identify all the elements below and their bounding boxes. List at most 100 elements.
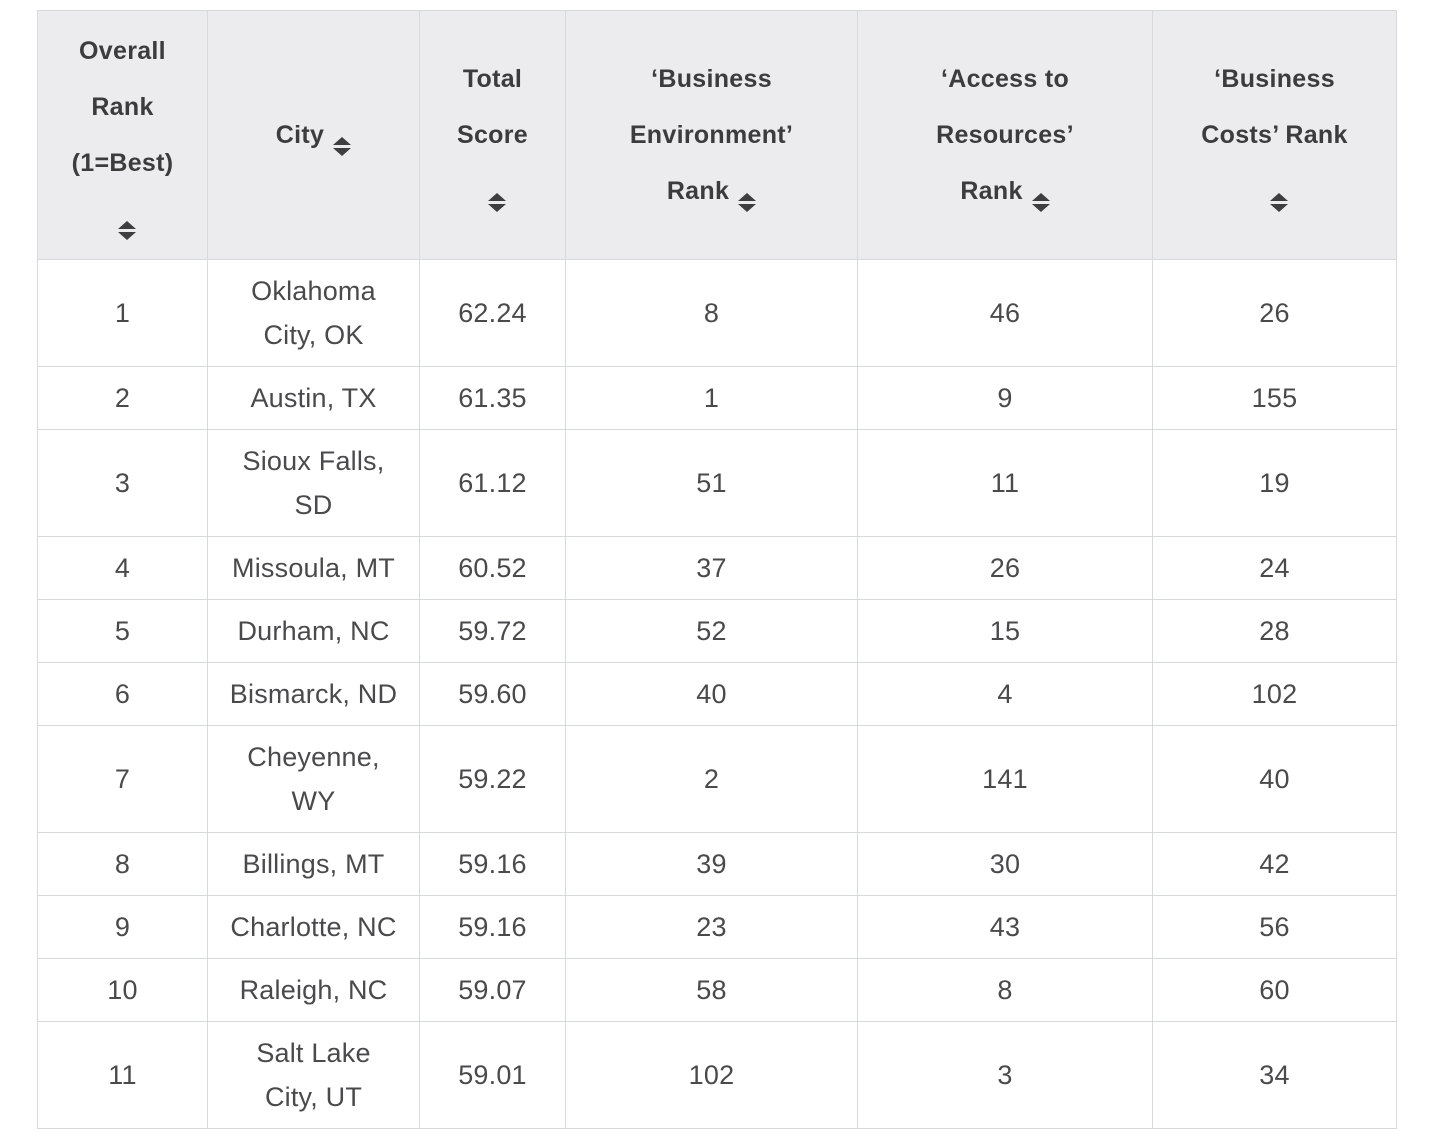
col-header-total-score[interactable]: Total Score (419, 10, 566, 260)
cell-city: Bismarck, ND (207, 662, 420, 726)
cell-total-score: 59.22 (419, 725, 566, 833)
sort-up-down-icon[interactable] (1031, 193, 1050, 212)
col-header-business-costs-rank[interactable]: ‘Business Costs’ Rank (1152, 10, 1397, 260)
header-row: Overall Rank (1=Best) City Total Score ‘… (37, 10, 1397, 260)
cell-business-environment-rank: 8 (565, 259, 858, 367)
cell-city: Charlotte, NC (207, 895, 420, 959)
table-row: 4 Missoula, MT 60.52 37 26 24 (37, 536, 1397, 600)
cell-city: Missoula, MT (207, 536, 420, 600)
col-header-overall-rank[interactable]: Overall Rank (1=Best) (37, 10, 208, 260)
cell-business-environment-rank: 2 (565, 725, 858, 833)
col-header-business-environment-rank[interactable]: ‘Business Environment’ Rank (565, 10, 858, 260)
cell-overall-rank: 2 (37, 366, 208, 430)
sort-up-down-icon[interactable] (118, 221, 136, 240)
cell-business-costs-rank: 34 (1152, 1021, 1397, 1129)
col-header-access-to-resources-rank[interactable]: ‘Access to Resources’ Rank (857, 10, 1153, 260)
cell-total-score: 61.12 (419, 429, 566, 537)
table-row: 1 Oklahoma City, OK 62.24 8 46 26 (37, 259, 1397, 367)
cell-business-costs-rank: 19 (1152, 429, 1397, 537)
col-header-label: City (275, 121, 325, 149)
cell-business-environment-rank: 37 (565, 536, 858, 600)
table-row: 8 Billings, MT 59.16 39 30 42 (37, 832, 1397, 896)
cell-city: Durham, NC (207, 599, 420, 663)
city-rankings-table-container: Overall Rank (1=Best) City Total Score ‘… (37, 10, 1397, 1129)
cell-city: Cheyenne, WY (207, 725, 420, 833)
cell-access-to-resources-rank: 11 (857, 429, 1153, 537)
cell-access-to-resources-rank: 141 (857, 725, 1153, 833)
cell-total-score: 59.07 (419, 958, 566, 1022)
cell-business-costs-rank: 40 (1152, 725, 1397, 833)
cell-overall-rank: 9 (37, 895, 208, 959)
cell-business-environment-rank: 1 (565, 366, 858, 430)
cell-overall-rank: 1 (37, 259, 208, 367)
table-row: 9 Charlotte, NC 59.16 23 43 56 (37, 895, 1397, 959)
cell-business-costs-rank: 24 (1152, 536, 1397, 600)
cell-overall-rank: 11 (37, 1021, 208, 1129)
cell-city: Oklahoma City, OK (207, 259, 420, 367)
cell-access-to-resources-rank: 43 (857, 895, 1153, 959)
cell-business-environment-rank: 51 (565, 429, 858, 537)
cell-total-score: 59.01 (419, 1021, 566, 1129)
cell-city: Billings, MT (207, 832, 420, 896)
cell-access-to-resources-rank: 9 (857, 366, 1153, 430)
cell-overall-rank: 3 (37, 429, 208, 537)
col-header-label: ‘Business Environment’ Rank (629, 65, 794, 205)
cell-city: Salt Lake City, UT (207, 1021, 420, 1129)
col-header-label: ‘Access to Resources’ Rank (936, 65, 1074, 205)
cell-access-to-resources-rank: 26 (857, 536, 1153, 600)
cell-overall-rank: 4 (37, 536, 208, 600)
sort-up-down-icon[interactable] (333, 137, 352, 156)
cell-access-to-resources-rank: 8 (857, 958, 1153, 1022)
cell-business-environment-rank: 23 (565, 895, 858, 959)
col-header-city[interactable]: City (207, 10, 420, 260)
city-rankings-table: Overall Rank (1=Best) City Total Score ‘… (37, 10, 1397, 1129)
table-row: 6 Bismarck, ND 59.60 40 4 102 (37, 662, 1397, 726)
cell-business-costs-rank: 26 (1152, 259, 1397, 367)
col-header-label: Total Score (457, 65, 528, 149)
cell-business-costs-rank: 102 (1152, 662, 1397, 726)
cell-access-to-resources-rank: 15 (857, 599, 1153, 663)
table-row: 10 Raleigh, NC 59.07 58 8 60 (37, 958, 1397, 1022)
cell-business-costs-rank: 56 (1152, 895, 1397, 959)
cell-total-score: 62.24 (419, 259, 566, 367)
sort-up-down-icon[interactable] (488, 193, 506, 212)
cell-business-environment-rank: 40 (565, 662, 858, 726)
table-row: 2 Austin, TX 61.35 1 9 155 (37, 366, 1397, 430)
cell-access-to-resources-rank: 4 (857, 662, 1153, 726)
sort-up-down-icon[interactable] (1270, 193, 1288, 212)
table-header: Overall Rank (1=Best) City Total Score ‘… (37, 10, 1397, 260)
cell-total-score: 59.16 (419, 832, 566, 896)
table-row: 3 Sioux Falls, SD 61.12 51 11 19 (37, 429, 1397, 537)
cell-total-score: 59.16 (419, 895, 566, 959)
table-row: 7 Cheyenne, WY 59.22 2 141 40 (37, 725, 1397, 833)
cell-business-environment-rank: 39 (565, 832, 858, 896)
cell-business-costs-rank: 60 (1152, 958, 1397, 1022)
cell-city: Austin, TX (207, 366, 420, 430)
cell-access-to-resources-rank: 30 (857, 832, 1153, 896)
cell-total-score: 60.52 (419, 536, 566, 600)
table-row: 5 Durham, NC 59.72 52 15 28 (37, 599, 1397, 663)
cell-business-environment-rank: 102 (565, 1021, 858, 1129)
cell-total-score: 61.35 (419, 366, 566, 430)
col-header-label: ‘Business Costs’ Rank (1201, 65, 1348, 149)
cell-business-costs-rank: 155 (1152, 366, 1397, 430)
sort-up-down-icon[interactable] (738, 193, 757, 212)
cell-business-costs-rank: 28 (1152, 599, 1397, 663)
cell-total-score: 59.60 (419, 662, 566, 726)
cell-total-score: 59.72 (419, 599, 566, 663)
table-body: 1 Oklahoma City, OK 62.24 8 46 26 2 Austin, TX 6… (37, 259, 1397, 1129)
cell-overall-rank: 8 (37, 832, 208, 896)
cell-overall-rank: 10 (37, 958, 208, 1022)
cell-overall-rank: 6 (37, 662, 208, 726)
cell-business-costs-rank: 42 (1152, 832, 1397, 896)
table-row: 11 Salt Lake City, UT 59.01 102 3 34 (37, 1021, 1397, 1129)
col-header-label: Overall Rank (1=Best) (71, 37, 174, 177)
cell-overall-rank: 7 (37, 725, 208, 833)
cell-business-environment-rank: 52 (565, 599, 858, 663)
cell-city: Raleigh, NC (207, 958, 420, 1022)
cell-business-environment-rank: 58 (565, 958, 858, 1022)
cell-access-to-resources-rank: 46 (857, 259, 1153, 367)
cell-overall-rank: 5 (37, 599, 208, 663)
cell-access-to-resources-rank: 3 (857, 1021, 1153, 1129)
cell-city: Sioux Falls, SD (207, 429, 420, 537)
